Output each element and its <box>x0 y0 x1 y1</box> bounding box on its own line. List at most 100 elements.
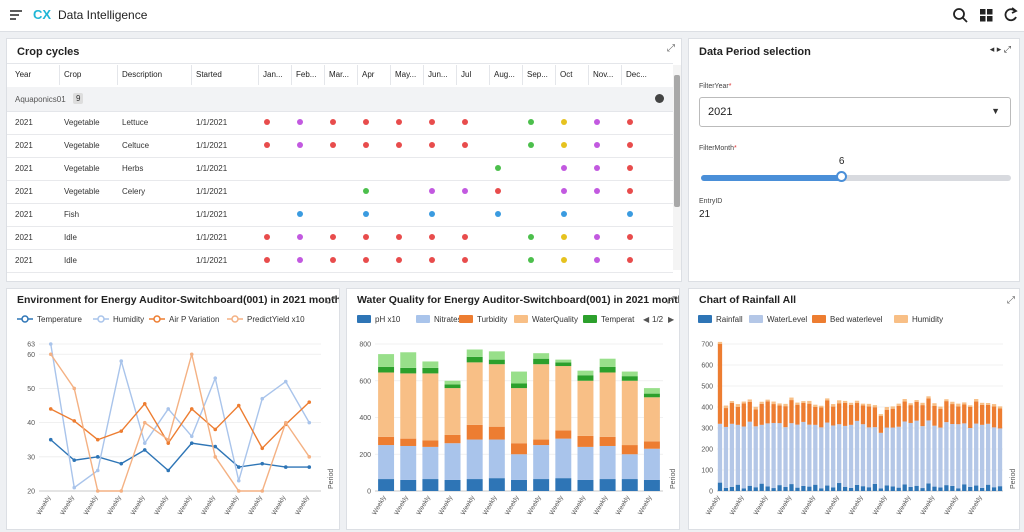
bar-segment <box>831 406 836 426</box>
month-dot <box>264 142 270 148</box>
bar-segment <box>890 427 895 487</box>
group-toggle[interactable] <box>655 94 664 103</box>
bar-segment <box>920 488 925 491</box>
slider-knob[interactable] <box>835 171 847 182</box>
layout-icon[interactable] <box>980 9 993 22</box>
series-line <box>50 439 310 472</box>
legend-swatch <box>698 315 712 323</box>
column-header: Aug... <box>494 70 515 79</box>
table-cell: 1/1/2021 <box>196 164 228 173</box>
x-tick-label: Weekly <box>777 494 794 517</box>
bar-segment <box>723 408 729 427</box>
bar-segment <box>908 403 913 406</box>
x-tick-label: Weekly <box>800 494 817 517</box>
bar-segment <box>801 403 806 422</box>
bar-segment <box>854 403 860 421</box>
bar-segment <box>777 403 782 406</box>
bar-segment <box>842 425 848 487</box>
expand-button[interactable]: ⤢ <box>667 43 675 54</box>
data-point <box>72 419 77 423</box>
bar-segment <box>555 438 572 479</box>
data-point <box>166 407 171 411</box>
month-dot <box>495 188 501 194</box>
data-point <box>166 441 171 445</box>
bar-segment <box>400 352 417 368</box>
column-separator <box>588 65 589 85</box>
year-select[interactable]: 2021 ▼ <box>699 97 1011 127</box>
x-tick-label: Weekly <box>294 494 311 517</box>
bar-segment <box>621 445 638 455</box>
month-dot <box>363 119 369 125</box>
bar-segment <box>533 445 550 480</box>
bar-segment <box>621 380 638 446</box>
required-mark: * <box>734 145 737 152</box>
bar-segment <box>717 482 723 491</box>
bar-segment <box>753 409 758 427</box>
bar-segment <box>422 479 439 491</box>
bar-segment <box>860 486 866 491</box>
bar-segment <box>555 430 572 439</box>
bar-segment <box>878 414 883 417</box>
bar-segment <box>723 405 729 409</box>
column-header: Description <box>122 70 163 79</box>
y-tick-label: 100 <box>701 468 713 475</box>
slider-track[interactable] <box>701 175 1011 181</box>
bar-segment <box>422 446 439 480</box>
column-header: Mar... <box>329 70 350 79</box>
bar-segment <box>908 487 913 491</box>
y-tick-label: 50 <box>27 386 35 393</box>
x-tick-label: Weekly <box>967 494 984 517</box>
expand-button: ⤢ <box>1007 295 1015 306</box>
data-point <box>72 458 77 463</box>
bar-segment <box>777 485 782 491</box>
bar-segment <box>747 401 752 422</box>
bar-segment <box>968 486 973 491</box>
pager[interactable]: ◂ ▸ ⤢ <box>989 44 1011 54</box>
data-point <box>213 427 218 432</box>
month-dot <box>462 188 468 194</box>
month-dot <box>429 142 435 148</box>
month-dot <box>561 211 567 217</box>
bar-segment <box>902 421 907 485</box>
month-dot <box>363 257 369 263</box>
bar-segment <box>378 436 395 446</box>
bar-segment <box>466 439 483 480</box>
month-dot <box>462 234 468 240</box>
chart-panel: Chart of Rainfall All ⤢ Rainfall WaterLevel… <box>688 288 1020 530</box>
bar-segment <box>511 454 527 480</box>
menu-icon[interactable] <box>10 10 22 20</box>
bar-segment <box>848 424 854 488</box>
month-dot <box>561 188 567 194</box>
month-dot <box>264 119 270 125</box>
bar-segment <box>801 485 806 491</box>
bar-segment <box>985 484 991 491</box>
month-dot <box>297 257 303 263</box>
bar-segment <box>753 406 758 410</box>
search-icon[interactable] <box>953 8 968 23</box>
bar-segment <box>599 358 616 367</box>
column-separator <box>423 65 424 85</box>
table-cell: 1/1/2021 <box>196 210 228 219</box>
expand-button: ⤢ <box>667 295 675 306</box>
bar-segment <box>956 403 961 407</box>
month-dot <box>627 257 633 263</box>
bar-segment <box>872 405 878 408</box>
month-dot <box>594 165 600 171</box>
bar-segment <box>860 424 866 487</box>
x-tick-label: Weekly <box>705 494 722 517</box>
x-axis-label: Period <box>670 469 677 489</box>
y-tick-label: 200 <box>701 447 713 454</box>
slider-fill <box>701 175 842 181</box>
column-header: Nov... <box>593 70 614 79</box>
table-cell: Vegetable <box>64 164 100 173</box>
bar-segment <box>723 426 729 488</box>
scrollbar-thumb[interactable] <box>674 75 680 207</box>
bar-segment <box>944 485 949 491</box>
bar-segment <box>974 423 979 486</box>
refresh-icon[interactable] <box>1004 7 1018 22</box>
bar-segment <box>974 401 979 424</box>
group-name: Aquaponics01 <box>15 95 66 104</box>
month-dot <box>396 257 402 263</box>
table-cell: 1/1/2021 <box>196 118 228 127</box>
field-label: FilterYear* <box>699 83 731 90</box>
